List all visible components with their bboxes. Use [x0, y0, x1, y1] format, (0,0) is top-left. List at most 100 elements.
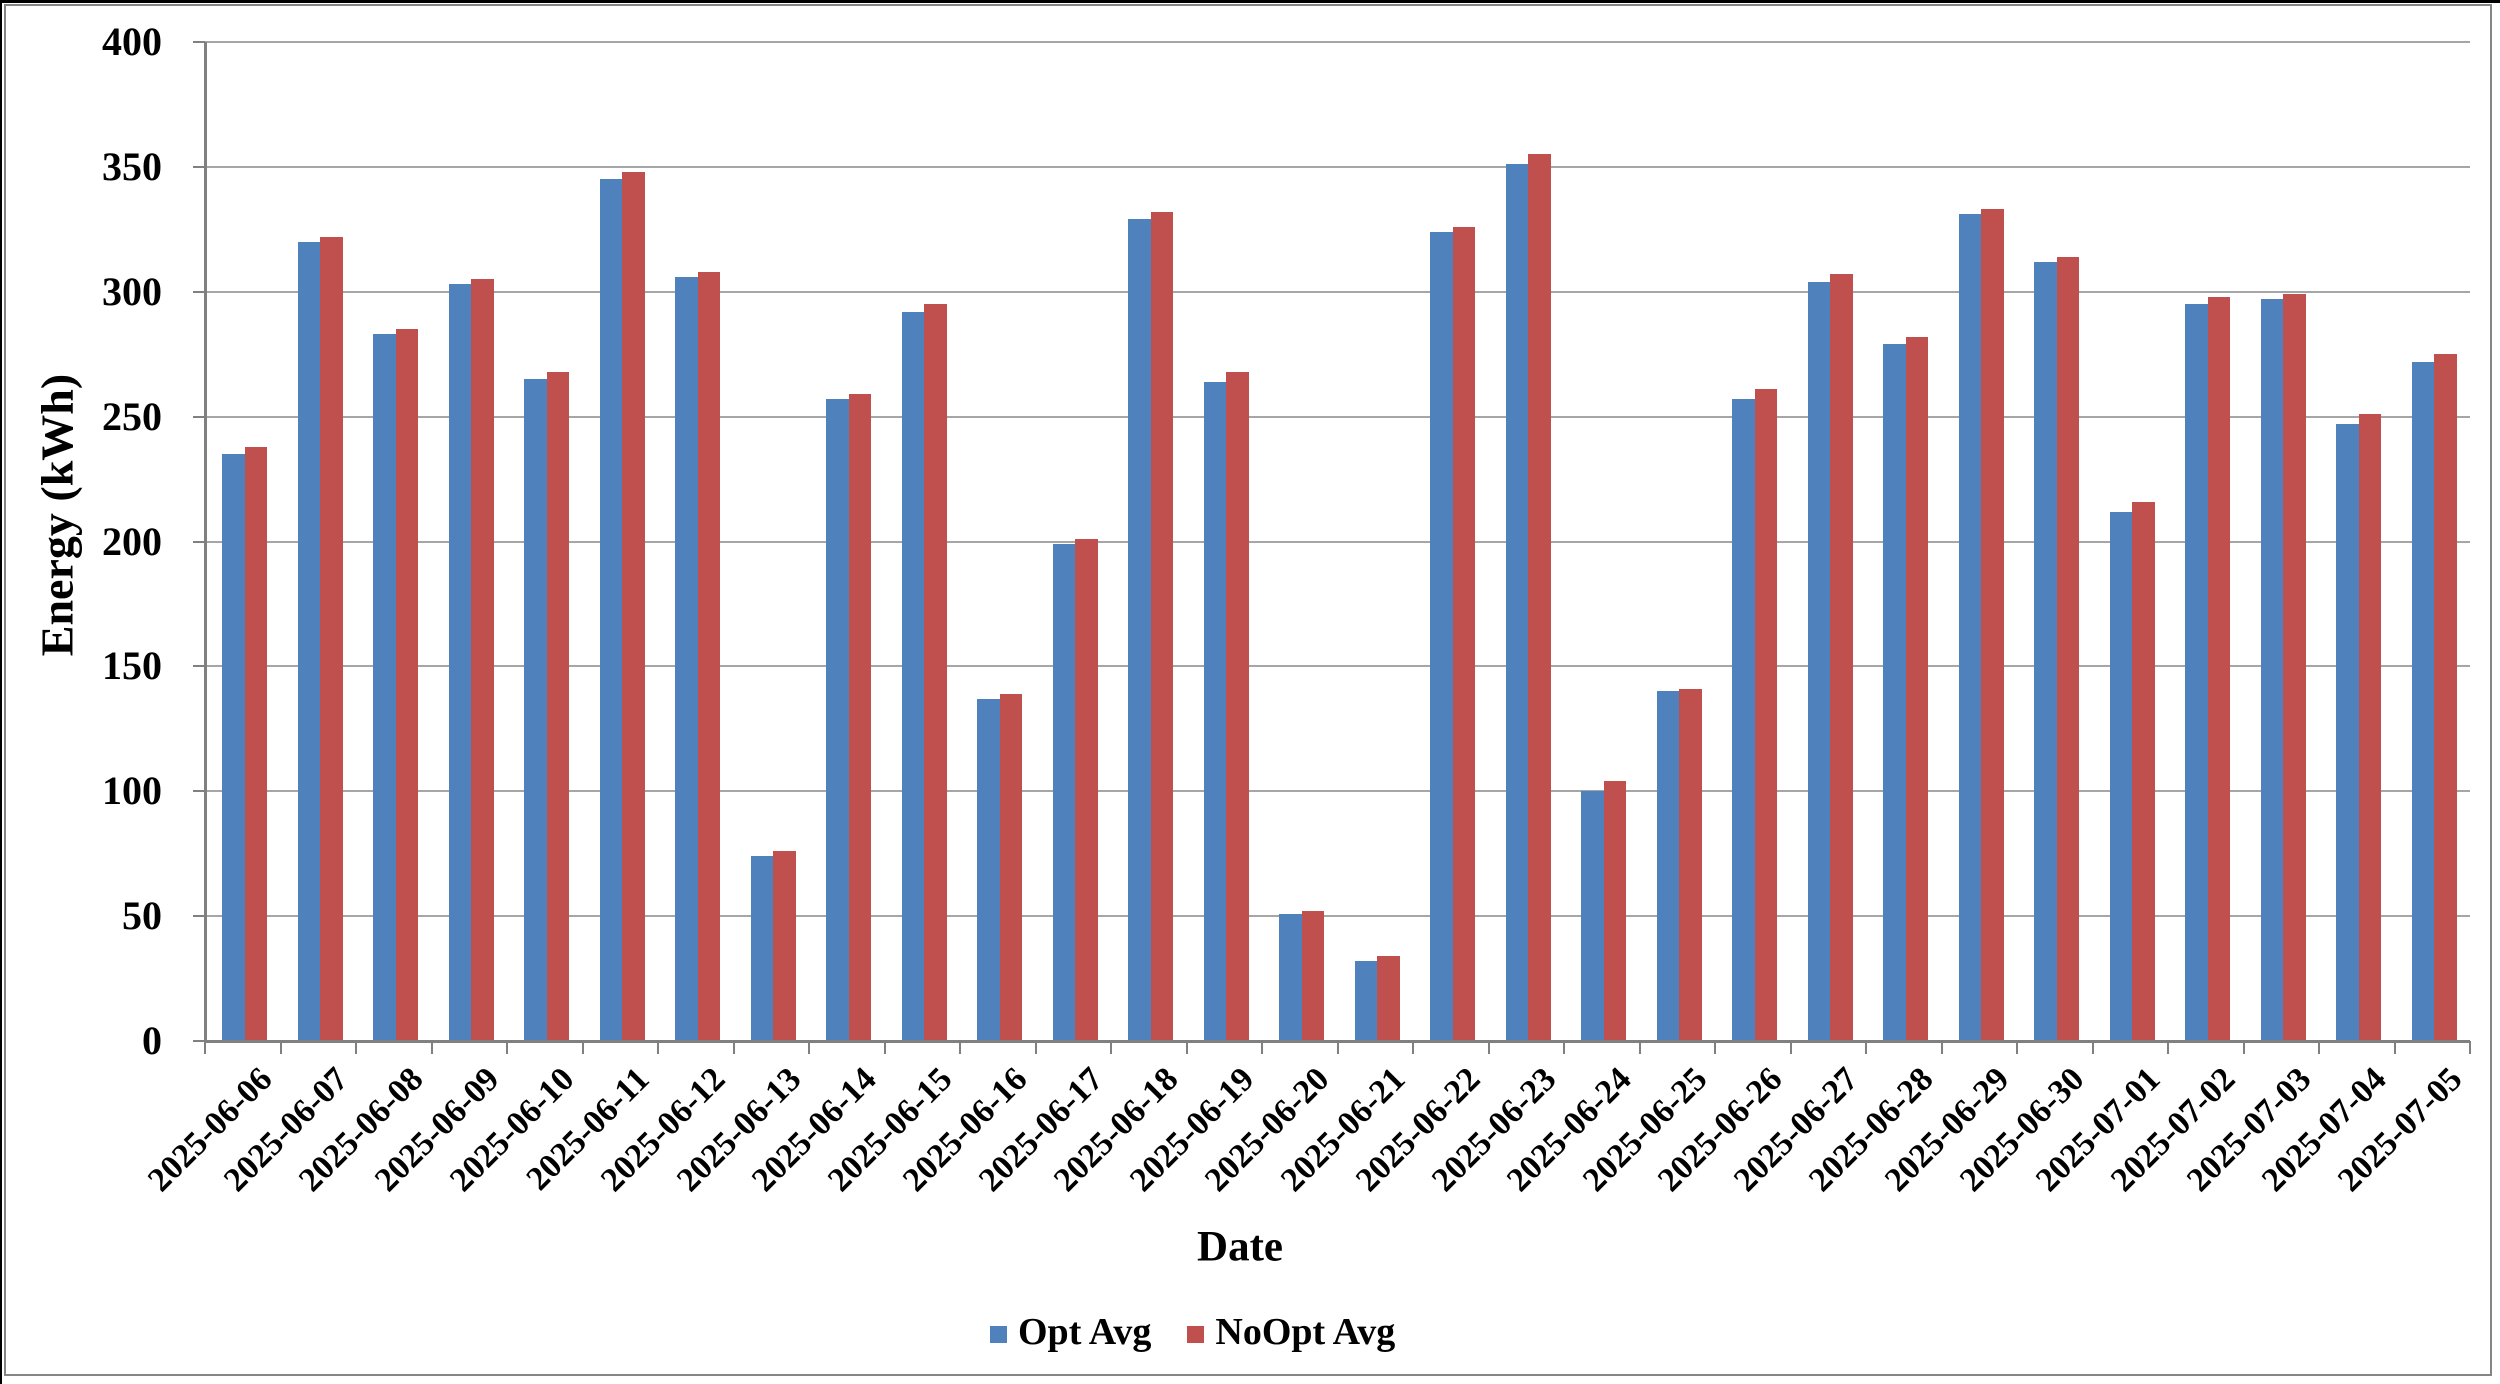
x-tick-2 [355, 1041, 357, 1054]
y-tick-350 [193, 165, 205, 168]
bar-opt-avg-2025-06-17 [1052, 543, 1076, 1041]
y-tick-label-350: 350 [102, 143, 162, 189]
bar-noopt-avg-2025-06-11 [622, 171, 645, 1041]
bar-opt-avg-2025-06-30 [2034, 261, 2057, 1041]
legend-label-opt-avg: Opt Avg [1018, 1311, 1152, 1353]
bar-noopt-avg-2025-06-26 [1754, 389, 1778, 1041]
y-tick-label-200: 200 [102, 518, 162, 564]
x-tick-21 [1789, 1041, 1792, 1054]
gridline-150 [205, 665, 2470, 668]
bar-noopt-avg-2025-06-10 [546, 371, 570, 1041]
bar-opt-avg-2025-06-20 [1279, 913, 1302, 1041]
bar-noopt-avg-2025-06-15 [924, 304, 947, 1041]
y-tick-50 [193, 915, 205, 918]
bar-noopt-avg-2025-06-08 [395, 329, 419, 1041]
y-tick-label-250: 250 [102, 393, 162, 439]
gridline-300 [205, 290, 2470, 293]
y-tick-400 [193, 41, 205, 43]
gridline-250 [205, 415, 2470, 418]
gridline-50 [205, 915, 2470, 918]
x-tick-15 [1336, 1041, 1339, 1054]
gridline-200 [205, 540, 2470, 543]
bar-opt-avg-2025-06-27 [1807, 281, 1831, 1041]
y-tick-label-0: 0 [142, 1018, 162, 1063]
x-tick-19 [1638, 1041, 1641, 1054]
x-tick-8 [808, 1041, 810, 1054]
y-tick-250 [193, 415, 205, 418]
x-tick-3 [430, 1041, 433, 1054]
y-tick-200 [193, 540, 205, 543]
y-tick-100 [193, 790, 205, 793]
bar-noopt-avg-2025-06-24 [1603, 781, 1627, 1041]
x-tick-7 [732, 1041, 735, 1054]
x-tick-30 [2469, 1041, 2471, 1054]
legend-swatch-opt-avg [990, 1325, 1007, 1343]
top-border [0, 0, 2500, 3]
y-tick-0 [193, 1040, 205, 1042]
bar-noopt-avg-2025-06-22 [1452, 226, 1476, 1041]
y-tick-150 [193, 665, 205, 668]
bar-opt-avg-2025-06-13 [750, 856, 774, 1041]
bar-opt-avg-2025-06-26 [1732, 399, 1755, 1041]
legend-label-noopt-avg: NoOpt Avg [1215, 1311, 1396, 1353]
bar-noopt-avg-2025-06-17 [1075, 539, 1098, 1041]
bar-opt-avg-2025-06-29 [1958, 214, 1982, 1041]
bar-noopt-avg-2025-07-01 [2132, 501, 2155, 1041]
gridline-350 [205, 165, 2470, 168]
x-tick-20 [1714, 1041, 1716, 1054]
y-tick-label-150: 150 [102, 643, 162, 689]
bar-opt-avg-2025-06-18 [1128, 219, 1151, 1041]
x-tick-14 [1261, 1041, 1263, 1054]
x-tick-24 [2016, 1041, 2018, 1054]
x-tick-6 [657, 1041, 659, 1054]
bar-noopt-avg-2025-06-14 [848, 394, 872, 1041]
x-tick-17 [1487, 1041, 1490, 1054]
bar-noopt-avg-2025-06-16 [999, 693, 1023, 1041]
bar-noopt-avg-2025-06-09 [471, 279, 494, 1041]
bar-noopt-avg-2025-06-30 [2056, 256, 2080, 1041]
bar-opt-avg-2025-06-12 [675, 276, 698, 1041]
bar-opt-avg-2025-06-28 [1883, 344, 1906, 1041]
x-tick-23 [1940, 1041, 1943, 1054]
x-tick-26 [2167, 1041, 2169, 1054]
bar-noopt-avg-2025-06-19 [1226, 371, 1249, 1041]
legend: Opt Avg NoOpt Avg [990, 1310, 1395, 1354]
bar-opt-avg-2025-06-07 [297, 241, 321, 1041]
legend-swatch-noopt-avg [1187, 1325, 1205, 1343]
bar-opt-avg-2025-06-15 [901, 311, 925, 1041]
bar-noopt-avg-2025-06-13 [773, 851, 796, 1041]
left-border [0, 0, 2, 1384]
bar-noopt-avg-2025-07-04 [2358, 414, 2382, 1041]
legend-item-opt-avg: Opt Avg [990, 1310, 1151, 1354]
x-tick-1 [279, 1041, 282, 1054]
y-tick-label-400: 400 [102, 19, 162, 64]
x-tick-13 [1185, 1041, 1188, 1054]
bar-opt-avg-2025-06-22 [1430, 231, 1453, 1041]
bar-opt-avg-2025-06-19 [1203, 381, 1227, 1041]
bar-opt-avg-2025-07-01 [2109, 511, 2133, 1041]
bar-opt-avg-2025-06-11 [599, 179, 623, 1041]
bar-noopt-avg-2025-06-07 [320, 236, 343, 1041]
x-tick-4 [506, 1041, 508, 1054]
x-tick-22 [1865, 1041, 1867, 1054]
bar-noopt-avg-2025-06-25 [1679, 688, 1702, 1041]
bar-opt-avg-2025-06-24 [1581, 791, 1604, 1041]
x-tick-16 [1412, 1041, 1414, 1054]
bar-noopt-avg-2025-07-02 [2207, 296, 2231, 1041]
y-tick-label-50: 50 [122, 893, 162, 939]
gridline-100 [205, 790, 2470, 793]
bar-opt-avg-2025-06-23 [1505, 164, 1529, 1041]
x-tick-5 [581, 1041, 584, 1054]
x-tick-27 [2242, 1041, 2245, 1054]
bar-noopt-avg-2025-06-28 [1905, 336, 1929, 1041]
bar-noopt-avg-2025-06-06 [244, 446, 268, 1041]
bar-opt-avg-2025-06-09 [448, 284, 472, 1041]
legend-item-noopt-avg: NoOpt Avg [1187, 1310, 1395, 1354]
x-tick-25 [2091, 1041, 2094, 1054]
bar-noopt-avg-2025-06-18 [1150, 211, 1174, 1041]
x-tick-12 [1110, 1041, 1112, 1054]
bar-noopt-avg-2025-07-05 [2434, 354, 2457, 1041]
x-tick-29 [2393, 1041, 2396, 1054]
bar-noopt-avg-2025-06-21 [1377, 956, 1400, 1041]
